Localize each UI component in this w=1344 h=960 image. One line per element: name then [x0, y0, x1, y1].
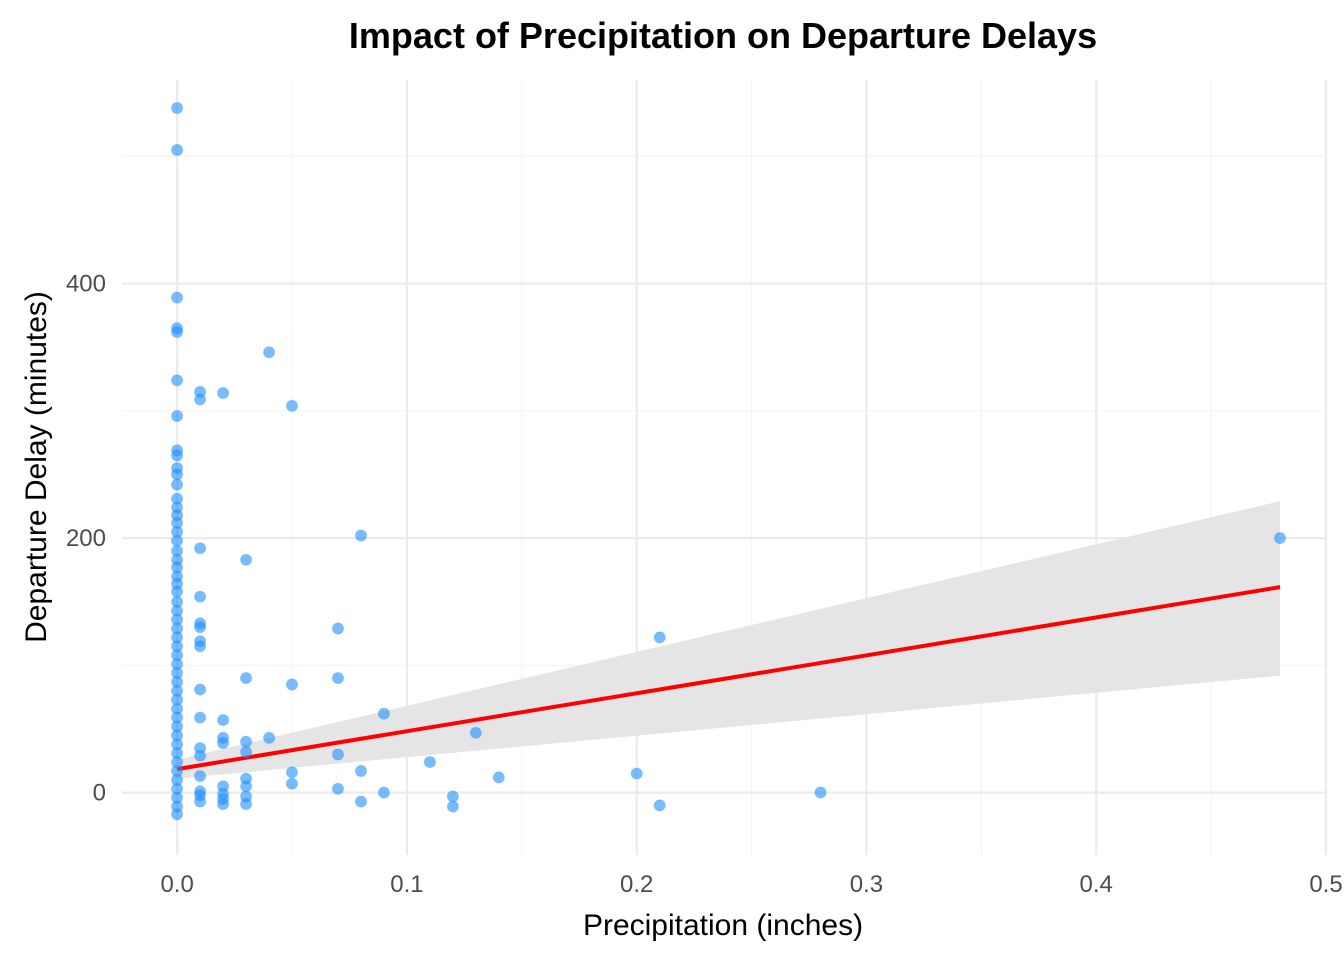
data-point [217, 736, 230, 750]
data-point [240, 553, 253, 566]
data-point [653, 799, 666, 812]
data-point [285, 766, 299, 779]
x-axis-label: Precipitation (inches) [583, 909, 863, 942]
trend-line [176, 585, 1281, 772]
data-point [240, 798, 253, 811]
chart-title: Impact of Precipitation on Departure Del… [349, 15, 1097, 56]
data-point [377, 786, 390, 799]
data-point [285, 777, 299, 790]
data-point [194, 795, 207, 808]
confidence-band [177, 501, 1281, 779]
data-point [263, 346, 276, 359]
data-point [171, 808, 184, 821]
data-points [171, 101, 1287, 821]
data-point [171, 534, 184, 547]
data-point [171, 409, 184, 423]
x-tick-label: 0.5 [1309, 871, 1342, 898]
x-tick-label: 0.0 [160, 871, 193, 898]
data-point [492, 771, 505, 784]
y-tick-label: 400 [66, 271, 106, 298]
data-point [331, 622, 345, 635]
x-axis-ticks: 0.0 0.1 0.2 0.3 0.4 0.5 [160, 871, 1342, 898]
data-point [194, 683, 207, 696]
data-point [331, 782, 345, 795]
data-point [814, 786, 827, 799]
data-point [240, 745, 253, 759]
data-point [285, 678, 299, 691]
data-point [1273, 532, 1287, 545]
data-point [171, 449, 184, 462]
data-point [354, 795, 368, 808]
data-point [217, 387, 230, 400]
data-point [331, 672, 345, 685]
data-point [240, 735, 253, 748]
data-point [354, 764, 368, 778]
data-point [263, 731, 276, 745]
data-point [240, 780, 253, 793]
data-point [194, 542, 207, 555]
data-point [171, 468, 184, 481]
data-point [171, 325, 184, 339]
data-point [194, 393, 207, 406]
data-point [354, 529, 368, 542]
data-point [423, 756, 436, 769]
data-point [171, 101, 184, 115]
data-point [194, 640, 207, 653]
x-tick-label: 0.2 [620, 871, 653, 898]
data-point [240, 672, 253, 685]
data-point [194, 711, 207, 724]
data-point [171, 478, 184, 491]
data-point [171, 585, 184, 598]
y-tick-label: 0 [93, 780, 106, 807]
data-point [194, 590, 207, 603]
data-point [446, 800, 459, 813]
data-point [194, 621, 207, 634]
data-point [469, 726, 482, 739]
data-point [377, 707, 390, 720]
data-point [171, 291, 184, 304]
data-point [446, 790, 459, 803]
data-point [630, 767, 643, 780]
data-point [171, 143, 184, 157]
data-point [171, 374, 184, 387]
data-point [194, 749, 207, 762]
y-axis-label: Departure Delay (minutes) [20, 291, 53, 643]
y-tick-label: 200 [66, 525, 106, 552]
x-tick-label: 0.4 [1080, 871, 1113, 898]
y-axis-ticks: 0 200 400 [66, 271, 106, 807]
data-point [217, 798, 230, 811]
x-tick-label: 0.1 [390, 871, 423, 898]
x-tick-label: 0.3 [850, 871, 883, 898]
data-point [217, 714, 230, 727]
data-point [285, 399, 299, 412]
data-point [331, 748, 345, 761]
data-point [194, 770, 207, 783]
data-point [653, 631, 666, 644]
